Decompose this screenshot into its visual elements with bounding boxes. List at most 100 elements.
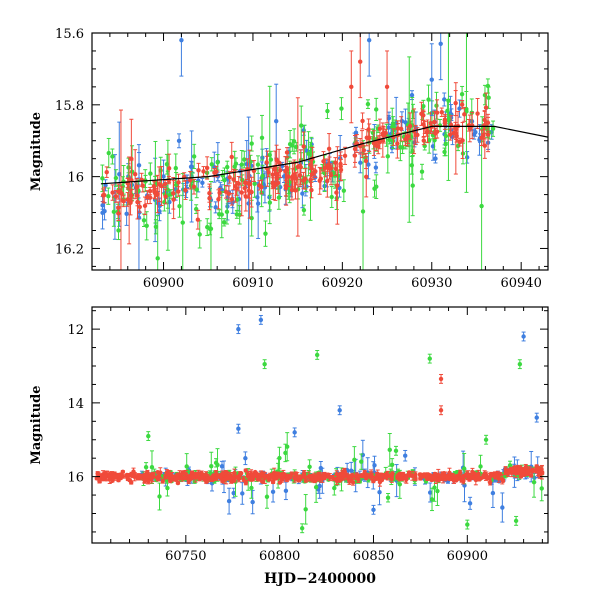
data-point-series-2 bbox=[423, 142, 427, 150]
outlier-point bbox=[518, 360, 522, 369]
data-point-series-3 bbox=[436, 478, 440, 482]
data-point-series-2 bbox=[265, 485, 269, 508]
data-point-series-1 bbox=[465, 152, 469, 164]
x-tick-label: 60900 bbox=[447, 549, 488, 564]
data-point-series-2 bbox=[446, 21, 450, 180]
data-point-series-3 bbox=[454, 83, 458, 174]
data-point-series-3 bbox=[199, 476, 203, 480]
data-point-series-3 bbox=[251, 472, 255, 476]
data-point-series-3 bbox=[246, 474, 250, 478]
y-axis-label: Magnitude bbox=[29, 112, 44, 191]
data-point-series-2 bbox=[325, 104, 329, 119]
data-point-series-1 bbox=[284, 482, 288, 499]
x-tick-label: 60910 bbox=[232, 276, 273, 291]
y-tick-label: 16 bbox=[67, 471, 84, 486]
data-point-series-3 bbox=[155, 470, 159, 474]
data-point-series-3 bbox=[348, 474, 352, 478]
data-point-series-2 bbox=[250, 136, 254, 151]
outlier-point bbox=[262, 360, 266, 369]
data-layer bbox=[100, 4, 548, 301]
data-point-series-3 bbox=[301, 132, 305, 161]
data-point-series-3 bbox=[95, 471, 99, 475]
data-point-series-3 bbox=[188, 474, 192, 478]
data-point-series-3 bbox=[126, 477, 130, 481]
data-point-series-2 bbox=[540, 476, 544, 501]
data-point-series-3 bbox=[380, 478, 384, 482]
outlier-point bbox=[259, 315, 263, 324]
data-point-series-1 bbox=[374, 162, 378, 173]
outlier-point bbox=[367, 4, 371, 76]
outlier-point bbox=[521, 332, 525, 341]
data-point-series-3 bbox=[129, 472, 133, 476]
data-point-series-2 bbox=[339, 98, 343, 120]
data-point-series-1 bbox=[137, 153, 141, 178]
data-point-series-3 bbox=[151, 472, 155, 476]
data-point-series-1 bbox=[271, 482, 275, 502]
data-point-series-3 bbox=[445, 475, 449, 479]
data-point-series-2 bbox=[400, 142, 404, 154]
y-tick-label: 14 bbox=[67, 397, 84, 412]
outlier-point bbox=[146, 432, 150, 441]
x-tick-label: 60750 bbox=[165, 549, 206, 564]
data-point-series-1 bbox=[200, 178, 204, 187]
data-point-series-3 bbox=[270, 474, 274, 478]
data-point-series-3 bbox=[442, 471, 446, 475]
data-point-series-2 bbox=[486, 87, 490, 108]
x-tick-label: 60940 bbox=[500, 276, 541, 291]
data-point-series-3 bbox=[125, 473, 129, 477]
x-tick-label: 60850 bbox=[353, 549, 394, 564]
data-point-series-2 bbox=[237, 206, 241, 224]
data-point-series-3 bbox=[364, 476, 368, 480]
x-tick-label: 60900 bbox=[143, 276, 184, 291]
data-point-series-2 bbox=[330, 187, 334, 208]
y-axis-label: Magnitude bbox=[29, 385, 44, 464]
data-point-series-3 bbox=[182, 476, 186, 480]
data-point-series-3 bbox=[302, 474, 306, 478]
data-point-series-3 bbox=[230, 479, 234, 483]
data-point-series-1 bbox=[468, 497, 472, 509]
data-point-series-3 bbox=[161, 479, 165, 483]
data-point-series-2 bbox=[342, 180, 346, 202]
data-point-series-3 bbox=[262, 475, 266, 479]
data-point-series-3 bbox=[384, 475, 388, 479]
x-tick-label: 60920 bbox=[322, 276, 363, 291]
x-tick-label: 60800 bbox=[259, 549, 300, 564]
data-point-series-3 bbox=[418, 472, 422, 476]
data-point-series-2 bbox=[426, 85, 430, 114]
data-point-series-3 bbox=[481, 475, 485, 479]
data-point-series-3 bbox=[343, 147, 347, 164]
outlier-point bbox=[430, 44, 434, 116]
data-point-series-2 bbox=[116, 221, 120, 239]
data-point-series-2 bbox=[386, 493, 390, 501]
data-point-series-3 bbox=[105, 167, 109, 178]
data-point-series-2 bbox=[157, 483, 161, 510]
y-tick-label: 15.8 bbox=[55, 99, 84, 114]
data-point-series-3 bbox=[360, 113, 364, 129]
data-point-series-3 bbox=[322, 475, 326, 479]
data-point-series-2 bbox=[177, 195, 181, 217]
data-point-series-1 bbox=[366, 150, 370, 178]
data-point-series-3 bbox=[407, 470, 411, 474]
x-axis-label: HJD−2400000 bbox=[264, 571, 376, 587]
outlier-point bbox=[394, 446, 398, 455]
data-point-series-3 bbox=[257, 477, 261, 481]
data-point-series-3 bbox=[195, 473, 199, 477]
data-point-series-3 bbox=[119, 472, 123, 476]
data-point-series-1 bbox=[177, 134, 181, 148]
data-point-series-2 bbox=[411, 104, 415, 118]
data-point-series-2 bbox=[107, 138, 111, 167]
data-point-series-3 bbox=[176, 476, 180, 480]
data-point-series-3 bbox=[390, 471, 394, 475]
data-point-series-3 bbox=[238, 471, 242, 475]
outlier-point bbox=[315, 351, 319, 360]
outlier-point bbox=[179, 4, 183, 76]
data-point-series-2 bbox=[299, 106, 303, 145]
data-point-series-1 bbox=[243, 452, 247, 465]
data-point-series-3 bbox=[252, 161, 256, 182]
data-point-series-2 bbox=[388, 434, 392, 467]
data-point-series-3 bbox=[294, 471, 298, 475]
data-point-series-3 bbox=[374, 476, 378, 480]
data-point-series-3 bbox=[288, 475, 292, 479]
